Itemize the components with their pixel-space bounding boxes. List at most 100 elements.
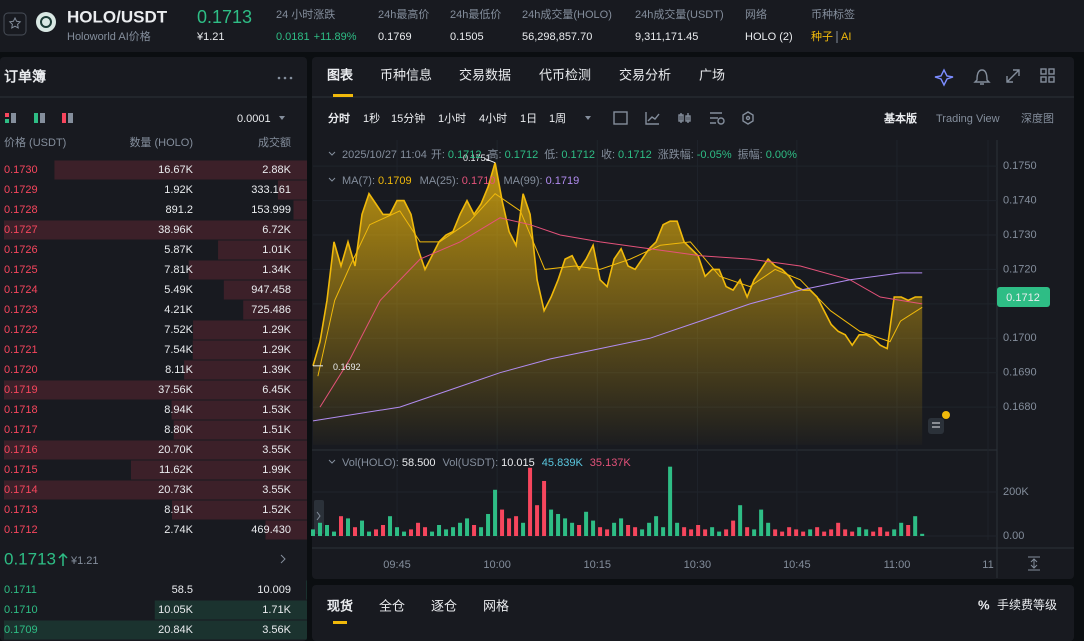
volume-bar (402, 531, 407, 536)
order-price[interactable]: 0.1710 (4, 604, 38, 616)
mid-price-cny: ¥1.21 (70, 555, 99, 567)
view-button[interactable]: 深度图 (1021, 111, 1054, 125)
chart-tab[interactable]: 交易数据 (459, 67, 511, 82)
volume-bar (416, 522, 421, 536)
order-price[interactable]: 0.1715 (4, 464, 38, 476)
coin-name[interactable]: Holoworld AI价格 (67, 29, 151, 43)
volume-bar (878, 527, 883, 536)
ohlc-value: 0.1712 (561, 149, 595, 161)
trade-tab[interactable]: 网格 (483, 598, 509, 613)
trade-tab[interactable]: 现货 (327, 598, 353, 613)
order-price[interactable]: 0.1726 (4, 244, 38, 256)
y-tick-label: 0.1750 (1003, 160, 1037, 172)
x-tick-label: 10:30 (684, 559, 712, 571)
x-tick-label: 11 (982, 559, 993, 571)
volume-bar (584, 511, 589, 536)
stat-value: 种子 (811, 29, 833, 43)
precision-select[interactable]: 0.0001 (237, 113, 271, 125)
view-button[interactable]: Trading View (936, 113, 1000, 125)
volume-bar (381, 524, 386, 536)
order-price[interactable]: 0.1711 (4, 584, 37, 596)
volume-bar (325, 524, 330, 536)
order-total: 3.56K (262, 624, 291, 636)
volume-bar (451, 527, 456, 536)
stat-label: 24 小时涨跌 (276, 7, 335, 21)
price-area (313, 162, 923, 445)
depth-bar (4, 480, 307, 500)
volume-bar (577, 524, 582, 536)
order-price[interactable]: 0.1722 (4, 324, 38, 336)
volume-bar (850, 531, 855, 536)
order-price[interactable]: 0.1729 (4, 184, 38, 196)
fee-level[interactable]: 手续费等级 (997, 598, 1057, 612)
order-price[interactable]: 0.1725 (4, 264, 38, 276)
depth-bar (4, 220, 307, 240)
order-price[interactable]: 0.1727 (4, 224, 38, 236)
view-button[interactable]: 基本版 (883, 111, 917, 125)
order-price[interactable]: 0.1714 (4, 484, 38, 496)
x-tick-label: 10:00 (483, 559, 511, 571)
order-price[interactable]: 0.1730 (4, 164, 38, 176)
depth-bar (54, 160, 308, 180)
order-total: 469.430 (251, 524, 291, 536)
x-tick-label: 11:00 (884, 559, 911, 571)
order-price[interactable]: 0.1724 (4, 284, 38, 296)
volume-legend-value: 58.500 (402, 457, 436, 469)
chevron[interactable] (280, 554, 286, 564)
order-price[interactable]: 0.1723 (4, 304, 38, 316)
more-menu[interactable] (277, 76, 293, 80)
trade-tab[interactable]: 全仓 (379, 598, 405, 613)
order-price[interactable]: 0.1716 (4, 444, 38, 456)
volume-bar (605, 529, 610, 536)
order-price[interactable]: 0.1712 (4, 524, 38, 536)
chart-settings[interactable] (928, 411, 950, 434)
ma-line (312, 272, 923, 422)
interval-button[interactable]: 1秒 (363, 111, 380, 125)
interval-button[interactable]: 1周 (549, 112, 566, 125)
annotation-label: 0.1692 (333, 362, 361, 372)
order-price[interactable]: 0.1721 (4, 344, 38, 356)
favorite-button[interactable] (3, 12, 27, 36)
interval-button[interactable]: 4小时 (479, 112, 507, 125)
order-price[interactable]: 0.1717 (4, 424, 38, 436)
stat-value: 0.1769 (378, 31, 412, 43)
order-total: 6.45K (262, 384, 291, 396)
interval-button[interactable]: 1小时 (438, 112, 466, 125)
price-cny: ¥1.21 (196, 31, 225, 43)
ohlc-label: 低: (544, 148, 558, 161)
order-price[interactable]: 0.1719 (4, 384, 38, 396)
interval-button[interactable]: 15分钟 (391, 111, 425, 125)
order-amount: 10.05K (158, 604, 194, 616)
chart-tab[interactable]: 图表 (327, 67, 354, 82)
chart-tab[interactable]: 广场 (699, 67, 725, 82)
scale-toggle[interactable] (1028, 556, 1040, 571)
volume-bar (808, 529, 813, 536)
order-amount: 8.80K (164, 424, 193, 436)
volume-bar (339, 516, 344, 536)
order-price[interactable]: 0.1720 (4, 364, 38, 376)
x-tick-label: 10:15 (584, 559, 612, 571)
interval-button[interactable]: 1日 (520, 113, 537, 125)
order-price[interactable]: 0.1718 (4, 404, 38, 416)
ohlc-value: 0.1712 (618, 149, 652, 161)
interval-button[interactable]: 分时 (328, 111, 350, 125)
view-toggle[interactable] (5, 113, 73, 123)
volume-bar (332, 531, 337, 536)
chart-tab[interactable]: 代币检测 (539, 67, 591, 82)
order-price[interactable]: 0.1728 (4, 204, 38, 216)
orderbook-panel (0, 57, 307, 641)
order-price[interactable]: 0.1713 (4, 504, 38, 516)
chart-tab[interactable]: 币种信息 (380, 67, 432, 82)
depth-bar (277, 180, 307, 200)
order-amount: 8.94K (164, 404, 193, 416)
chart-tools[interactable] (585, 68, 1055, 125)
trade-tab[interactable]: 逐仓 (431, 598, 457, 613)
order-total: 333.161 (251, 184, 291, 196)
volume-bar (430, 531, 435, 536)
order-price[interactable]: 0.1709 (4, 624, 38, 636)
volume-bar (913, 516, 918, 536)
chart-tab[interactable]: 交易分析 (619, 67, 671, 82)
depth-bar (154, 600, 307, 620)
column-header: 成交额 (258, 135, 291, 149)
order-total: 3.55K (262, 444, 291, 456)
